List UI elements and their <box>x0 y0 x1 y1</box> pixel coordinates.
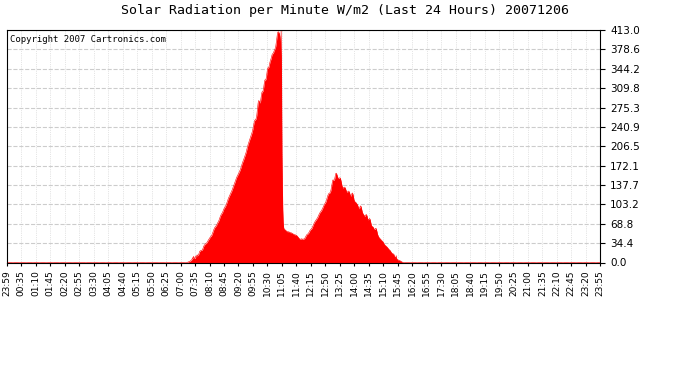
Text: Copyright 2007 Cartronics.com: Copyright 2007 Cartronics.com <box>10 34 166 44</box>
Text: Solar Radiation per Minute W/m2 (Last 24 Hours) 20071206: Solar Radiation per Minute W/m2 (Last 24… <box>121 4 569 17</box>
